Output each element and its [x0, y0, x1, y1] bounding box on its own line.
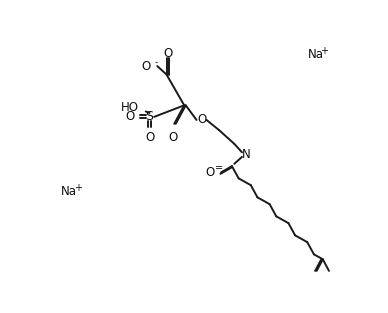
Text: O: O [145, 131, 154, 144]
Text: O: O [125, 110, 134, 123]
Text: O: O [163, 47, 172, 60]
Text: O: O [197, 113, 206, 126]
Text: Na: Na [307, 48, 324, 61]
Text: S: S [146, 110, 154, 123]
Text: =: = [215, 163, 223, 173]
Text: O: O [168, 131, 177, 144]
Text: +: + [320, 46, 329, 56]
Text: N: N [241, 148, 250, 161]
Text: HO: HO [121, 101, 139, 114]
Text: O: O [142, 59, 151, 73]
Text: O: O [206, 166, 215, 179]
Text: -: - [154, 59, 158, 68]
Text: Na: Na [61, 185, 77, 198]
Text: +: + [74, 183, 82, 193]
